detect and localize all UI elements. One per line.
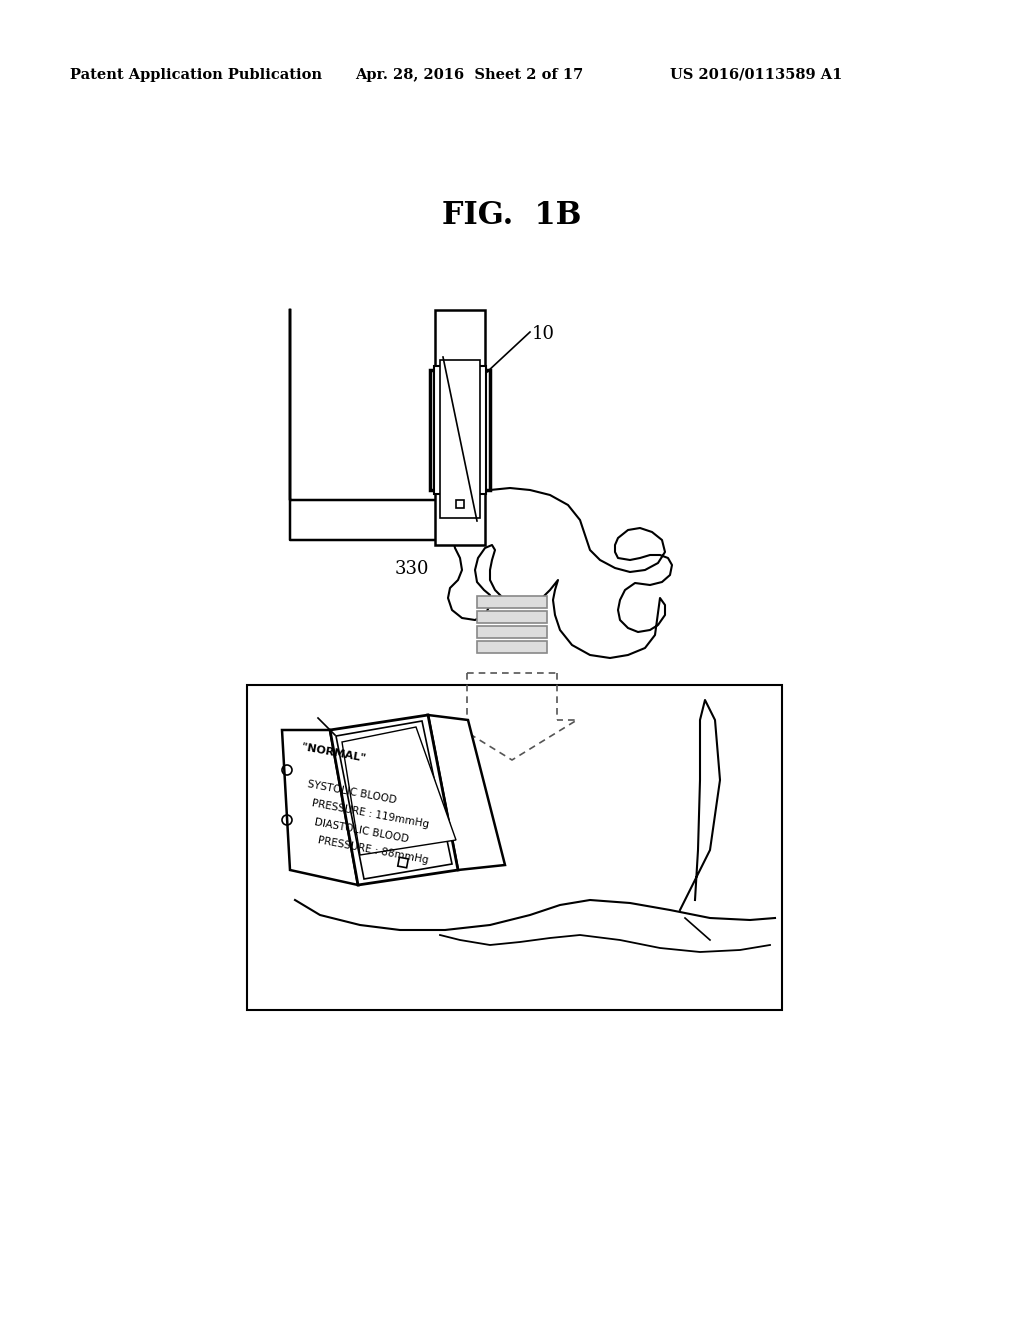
Text: PRESSURE : 119mmHg: PRESSURE : 119mmHg <box>310 799 429 829</box>
Polygon shape <box>336 721 452 879</box>
Text: FIG.  1B: FIG. 1B <box>442 201 582 231</box>
Bar <box>477 597 547 609</box>
Polygon shape <box>435 490 485 545</box>
Text: Apr. 28, 2016  Sheet 2 of 17: Apr. 28, 2016 Sheet 2 of 17 <box>355 69 584 82</box>
Polygon shape <box>456 500 464 508</box>
Polygon shape <box>440 360 480 517</box>
Polygon shape <box>282 730 358 884</box>
Text: US 2016/0113589 A1: US 2016/0113589 A1 <box>670 69 843 82</box>
Bar <box>477 611 547 623</box>
Polygon shape <box>428 715 505 870</box>
Text: 330: 330 <box>395 560 429 578</box>
Text: 330: 330 <box>278 710 312 729</box>
Text: PRESSURE : 88mmHg: PRESSURE : 88mmHg <box>317 836 430 866</box>
Polygon shape <box>342 727 456 855</box>
Text: Patent Application Publication: Patent Application Publication <box>70 69 322 82</box>
Text: SYSTOLIC BLOOD: SYSTOLIC BLOOD <box>307 779 397 805</box>
Bar <box>477 626 547 638</box>
Text: DIASTOLIC BLOOD: DIASTOLIC BLOOD <box>314 817 410 843</box>
Polygon shape <box>449 488 672 657</box>
Polygon shape <box>330 715 458 884</box>
Polygon shape <box>397 857 409 867</box>
Bar <box>477 642 547 653</box>
Polygon shape <box>435 310 485 370</box>
Bar <box>247 685 782 1010</box>
Text: "NORMAL": "NORMAL" <box>300 742 366 764</box>
Text: 10: 10 <box>712 940 735 958</box>
Text: 10: 10 <box>532 325 555 343</box>
Polygon shape <box>430 370 490 490</box>
Polygon shape <box>434 366 486 494</box>
Polygon shape <box>290 310 458 540</box>
